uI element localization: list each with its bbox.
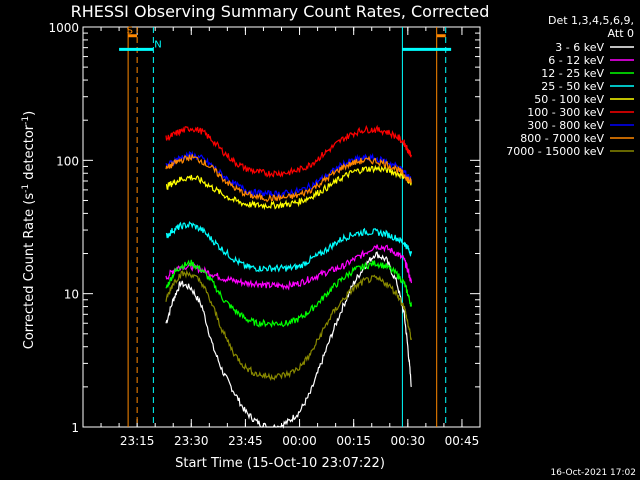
x-tick-label: 00:00 (282, 434, 317, 448)
y-axis-label-end: ) (22, 111, 37, 116)
series-line (165, 269, 412, 381)
y-tick-label: 1000 (48, 21, 79, 35)
x-tick-label: 23:45 (228, 434, 263, 448)
series-line (165, 124, 412, 179)
legend-entry-label: 800 - 7000 keV (520, 132, 604, 145)
vertical-markers (127, 27, 447, 427)
y-axis-label-mid: detector (22, 124, 37, 184)
series-line (165, 251, 412, 429)
x-tick-label: 00:30 (391, 434, 426, 448)
legend-entry-label: 25 - 50 keV (541, 80, 604, 93)
series-line (165, 244, 412, 291)
x-tick-label: 00:45 (445, 434, 480, 448)
legend-entry-label: 7000 - 15000 keV (506, 145, 604, 158)
y-axis-label-sup2: -1 (21, 116, 31, 125)
legend-header-1: Det 1,3,4,5,6,9, (548, 14, 634, 27)
x-tick-label: 23:30 (174, 434, 209, 448)
chart-title: RHESSI Observing Summary Count Rates, Co… (71, 2, 490, 21)
series-line (165, 259, 412, 329)
y-axis-label: Corrected Count Rate (s-1 detector-1) (21, 111, 37, 349)
x-tick-label: 23:15 (120, 434, 155, 448)
y-axis: 1 10 100 1000 (48, 21, 480, 435)
x-axis: 23:15 23:30 23:45 00:00 00:15 00:30 00:45 (100, 27, 481, 448)
y-tick-label: 100 (56, 154, 79, 168)
y-axis-label-sup1: -1 (21, 184, 31, 193)
legend-entry-label: 100 - 300 keV (527, 106, 604, 119)
x-axis-label: Start Time (15-Oct-10 23:07:22) (175, 456, 385, 471)
timestamp: 16-Oct-2021 17:02 (551, 468, 636, 478)
series-line (165, 150, 412, 198)
series-line (165, 154, 412, 203)
series-line (165, 221, 412, 273)
legend-entry-label: 50 - 100 keV (534, 93, 604, 106)
data-series (165, 124, 412, 429)
legend-header-2: Att 0 (608, 27, 634, 40)
legend-entry-label: 6 - 12 keV (548, 54, 604, 67)
legend-entry-label: 3 - 6 keV (555, 41, 604, 54)
series-line (166, 164, 412, 211)
legend-entry-label: 300 - 800 keV (527, 119, 604, 132)
flag-label: S (127, 26, 133, 37)
flag-label: N (154, 39, 161, 50)
legend-entry-label: 12 - 25 keV (541, 67, 604, 80)
flag-bars: SN (119, 26, 452, 51)
y-tick-label: 10 (64, 288, 79, 302)
x-tick-label: 00:15 (336, 434, 371, 448)
y-axis-label-main: Corrected Count Rate (s (22, 193, 37, 350)
y-tick-label: 1 (71, 421, 79, 435)
